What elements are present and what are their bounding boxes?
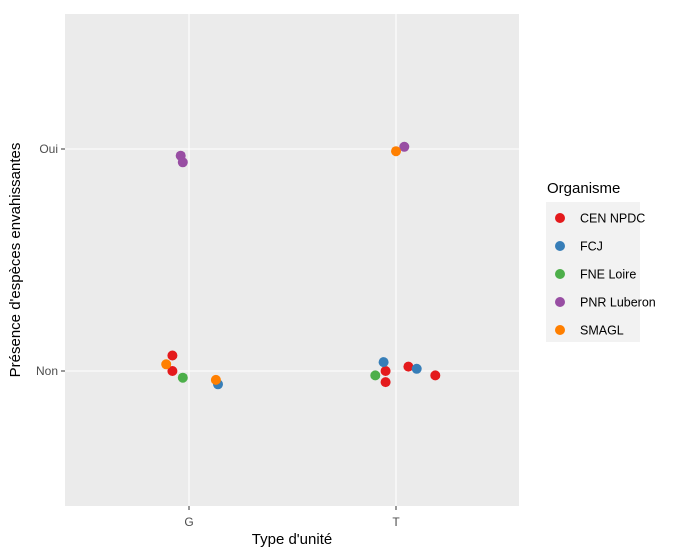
legend-label: SMAGL [580,324,624,338]
y-tick-label: Oui [39,142,58,156]
legend-items: CEN NPDC FCJ FNE Loire PNR Luberon SMAGL [555,212,656,338]
grid-lines [65,14,519,506]
legend-title: Organisme [547,180,620,197]
data-point [411,363,422,374]
data-point [380,366,391,376]
y-axis-title: Présence d'espèces envahissantes [7,143,24,378]
legend-key [555,241,565,251]
data-point [380,377,391,388]
x-axis-title: Type d'unité [252,531,332,548]
y-tick-label: Non [36,364,58,378]
data-point [430,370,441,381]
data-point [167,350,178,361]
legend: Organisme CEN NPDC FCJ FNE Loire PNR Lubero… [546,180,656,342]
plot-panel [65,14,519,506]
data-point [391,146,401,157]
legend-label: CEN NPDC [580,212,645,226]
axis-ticks: G T Non Oui [36,142,400,529]
data-point [370,370,381,381]
legend-key [555,325,565,335]
data-point [177,372,188,383]
data-point [403,361,414,372]
legend-label: PNR Luberon [580,296,656,310]
data-point [161,359,172,370]
data-point [210,374,221,385]
data-points [161,141,441,390]
data-point [399,141,410,152]
data-point [378,357,389,368]
legend-label: FNE Loire [580,268,636,282]
x-tick-label: T [392,515,400,529]
data-point [167,366,178,376]
data-point [177,157,188,168]
x-tick-label: G [184,515,193,529]
legend-key [555,213,565,223]
legend-key [555,269,565,279]
legend-label: FCJ [580,240,603,254]
legend-key [555,297,565,307]
